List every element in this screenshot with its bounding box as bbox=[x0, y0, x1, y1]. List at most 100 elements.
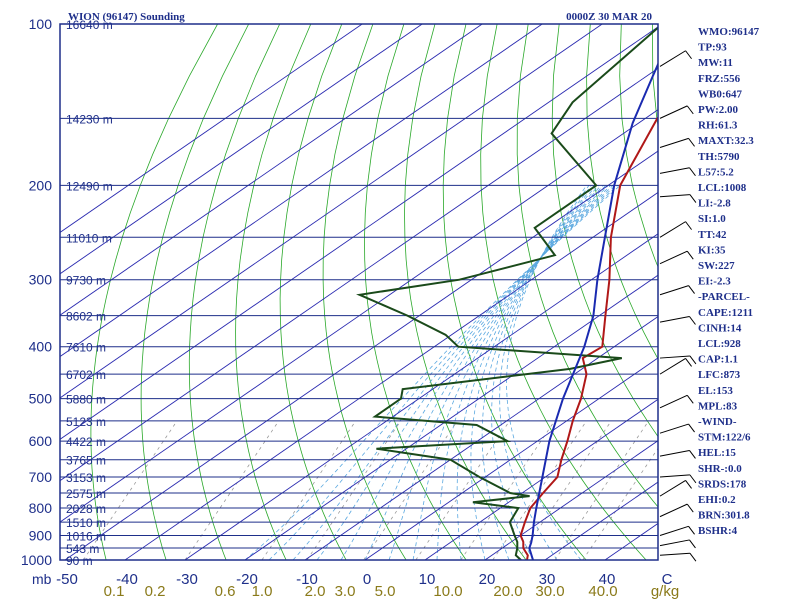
wind-barb bbox=[659, 423, 689, 434]
index-line: STM:122/6 bbox=[698, 432, 751, 444]
height-label: 8602 m bbox=[66, 310, 106, 324]
temperature-tick-label: -40 bbox=[116, 571, 138, 588]
chart-time: 0000Z 30 MAR 20 bbox=[566, 11, 652, 23]
moist-adiabat bbox=[244, 185, 621, 560]
height-label: 1510 m bbox=[66, 516, 106, 530]
wind-barb bbox=[659, 194, 690, 198]
pressure-tick-label: 200 bbox=[29, 177, 53, 193]
wind-barb-flag bbox=[689, 194, 697, 203]
indices-panel: WMO:96147 TP:93 MW:11 FRZ:556 WB0:647 PW:2.00… bbox=[698, 26, 760, 537]
wind-barb-flag bbox=[686, 105, 694, 115]
isotherm-line bbox=[60, 24, 603, 399]
isobar-lines bbox=[60, 23, 658, 561]
wind-barb bbox=[659, 285, 689, 296]
moist-adiabat bbox=[506, 185, 587, 560]
isotherm-line bbox=[544, 481, 658, 560]
pressure-tick-label: 800 bbox=[29, 500, 53, 516]
pressure-tick-label: 300 bbox=[29, 272, 53, 288]
mixing-ratio-tick-label: 5.0 bbox=[375, 583, 396, 600]
index-line: SHR-:0.0 bbox=[698, 463, 742, 475]
height-label: 2575 m bbox=[66, 487, 106, 501]
index-line: HEL:15 bbox=[698, 447, 736, 459]
temperature-tick-label: 20 bbox=[479, 571, 496, 588]
mixing-ratio-tick-label: 2.0 bbox=[305, 583, 326, 600]
temperature-tick-label: -50 bbox=[56, 571, 78, 588]
index-line: MPL:83 bbox=[698, 400, 738, 412]
wind-barb-flag bbox=[686, 394, 694, 404]
wind-barb bbox=[659, 250, 688, 265]
wind-barb bbox=[659, 394, 688, 409]
wind-barb-flag bbox=[686, 503, 694, 513]
mixing-ratio-tick-label: 40.0 bbox=[588, 583, 617, 600]
height-label: 7610 m bbox=[66, 341, 106, 355]
height-label: 2028 m bbox=[66, 502, 106, 516]
index-line: BSHR:4 bbox=[698, 525, 738, 537]
wind-barb-flag bbox=[688, 138, 695, 147]
wind-barb-flag bbox=[689, 474, 697, 484]
dry-adiabat bbox=[746, 24, 800, 560]
isotherm-line bbox=[60, 24, 543, 358]
wind-barb bbox=[659, 221, 686, 238]
height-label: 6702 m bbox=[66, 368, 106, 382]
wind-barb-flag bbox=[688, 526, 695, 535]
wind-barb bbox=[659, 137, 689, 148]
chart-title: WION (96147) Sounding bbox=[68, 11, 185, 23]
height-label: 12490 m bbox=[66, 179, 113, 193]
temperature-tick-label: -30 bbox=[176, 571, 198, 588]
height-label: 543 m bbox=[66, 542, 99, 556]
height-label: 5880 m bbox=[66, 393, 106, 407]
isotherm-line bbox=[364, 357, 658, 560]
temperature-tick-label: -20 bbox=[236, 571, 258, 588]
index-line: TT:42 bbox=[698, 229, 727, 241]
mixing-ratio-tick-label: 0.1 bbox=[104, 583, 125, 600]
dewpoint-profile bbox=[356, 26, 658, 560]
sounding-profiles bbox=[356, 26, 658, 560]
isotherm-lines bbox=[60, 24, 658, 560]
height-label: 3153 m bbox=[66, 471, 106, 485]
wind-barb bbox=[659, 525, 689, 536]
moist-adiabat bbox=[316, 185, 614, 560]
index-line: PW:2.00 bbox=[698, 104, 739, 116]
wind-barb bbox=[659, 105, 688, 119]
pressure-tick-label: 700 bbox=[29, 469, 53, 485]
pressure-tick-label: 100 bbox=[29, 16, 53, 32]
dry-adiabat bbox=[140, 24, 250, 560]
pressure-axis-label: mb bbox=[32, 571, 52, 587]
index-line: TP:93 bbox=[698, 42, 727, 54]
isotherm-line bbox=[304, 316, 658, 560]
index-line: EHI:0.2 bbox=[698, 494, 736, 506]
mixing-ratio-tick-label: g/kg bbox=[651, 583, 679, 600]
mixing-ratio-tick-label: 0.6 bbox=[215, 583, 236, 600]
wind-barb-flag bbox=[689, 450, 696, 459]
height-labels: 16640 m 14230 m 12490 m 11010 m 9730 m 8602 m… bbox=[66, 18, 113, 568]
height-label: 5123 m bbox=[66, 415, 106, 429]
index-line: WMO:96147 bbox=[698, 26, 760, 38]
wind-barb-flag bbox=[688, 423, 695, 433]
wind-barb bbox=[659, 355, 690, 359]
wind-barb-flag bbox=[689, 355, 697, 365]
moist-adiabat bbox=[412, 185, 604, 560]
temperature-tick-label: 10 bbox=[419, 571, 436, 588]
index-line: LCL:1008 bbox=[698, 182, 747, 194]
parcel-profile bbox=[528, 61, 658, 560]
isotherm-line bbox=[424, 398, 658, 560]
wind-barb bbox=[659, 358, 686, 375]
pressure-tick-label: 900 bbox=[29, 527, 53, 543]
index-line: -WIND- bbox=[698, 416, 737, 428]
wind-barb bbox=[659, 167, 690, 174]
wind-barb-flag bbox=[685, 480, 692, 489]
wind-barb-flag bbox=[689, 167, 696, 177]
wind-barb-flag bbox=[685, 221, 692, 230]
isotherm-line bbox=[60, 24, 363, 233]
temperature-tick-label: 30 bbox=[539, 571, 556, 588]
index-line: CAP:1.1 bbox=[698, 354, 738, 366]
pressure-tick-label: 600 bbox=[29, 433, 53, 449]
wind-barb bbox=[659, 539, 690, 547]
mixing-ratio-tick-label: 30.0 bbox=[535, 583, 564, 600]
dry-adiabat bbox=[279, 24, 347, 560]
mixing-ratio-tick-label: 10.0 bbox=[433, 583, 462, 600]
moist-adiabat bbox=[388, 185, 607, 560]
height-label: 14230 m bbox=[66, 112, 113, 126]
height-label: 90 m bbox=[66, 554, 93, 568]
wind-barb-flag bbox=[686, 250, 694, 260]
